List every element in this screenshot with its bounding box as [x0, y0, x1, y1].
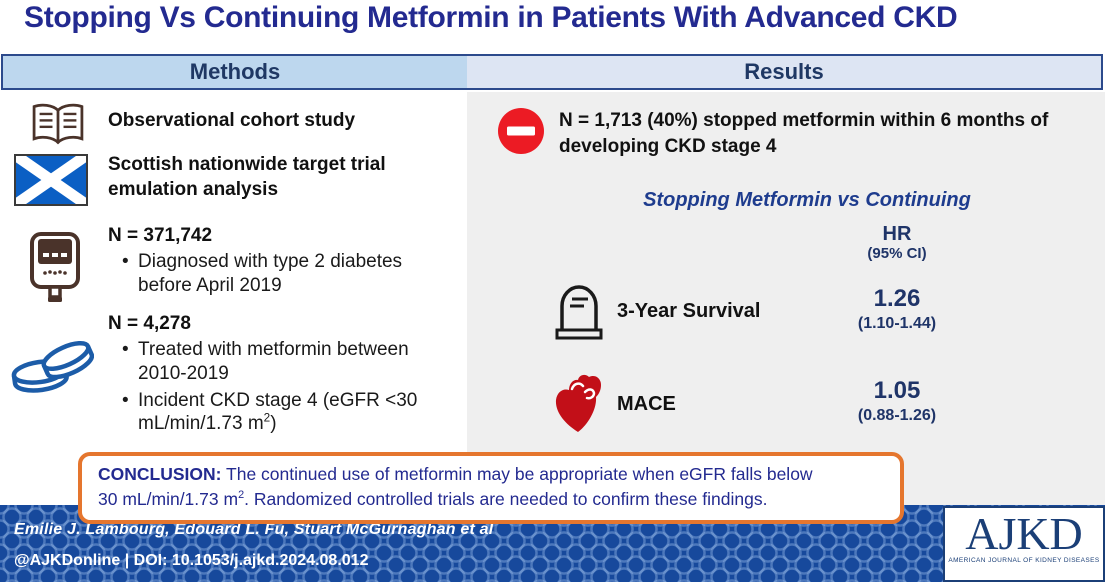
- conclusion-line1: The continued use of metformin may be ap…: [226, 464, 813, 484]
- hr-header-line2: (95% CI): [867, 245, 927, 262]
- cohort2-n: N = 4,278: [108, 313, 191, 334]
- pills-icon: [8, 332, 94, 394]
- results-panel: N = 1,713 (40%) stopped metformin within…: [467, 92, 1105, 505]
- ajkd-logo-tagline: AMERICAN JOURNAL OF KIDNEY DISEASES: [948, 557, 1100, 564]
- row1-hr: 1.26: [873, 285, 921, 312]
- authors-line: Emilie J. Lambourg, Edouard L. Fu, Stuar…: [14, 521, 494, 538]
- heart-icon: [549, 370, 607, 436]
- row2-hr: 1.05: [873, 377, 921, 404]
- conclusion-box: CONCLUSION: The continued use of metform…: [78, 452, 904, 524]
- hr-header-line1: HR: [882, 223, 912, 245]
- cohort2-bullets: Treated with metformin between 2010-2019…: [120, 338, 450, 439]
- scotland-flag-icon: [14, 154, 88, 206]
- tombstone-icon: [555, 280, 603, 344]
- conclusion-label: CONCLUSION:: [98, 464, 222, 484]
- cohort1-bullet-1: Diagnosed with type 2 diabetes before Ap…: [120, 250, 440, 298]
- row2-label: MACE: [617, 393, 676, 415]
- comparison-title: Stopping Metformin vs Continuing: [643, 189, 971, 211]
- row1-label: 3-Year Survival: [617, 300, 761, 322]
- row2-ci: (0.88-1.26): [857, 407, 937, 425]
- ajkd-logo-text: AJKD: [965, 508, 1083, 559]
- hr-column-header: HR (95% CI): [797, 223, 997, 263]
- row2-value: 1.05 (0.88-1.26): [797, 377, 997, 426]
- section-header-band: Methods Results: [1, 54, 1103, 90]
- footer-bar: Emilie J. Lambourg, Edouard L. Fu, Stuar…: [0, 505, 1105, 582]
- cohort1-bullets: Diagnosed with type 2 diabetes before Ap…: [120, 250, 440, 301]
- design-text: Scottish nationwide target trial emulati…: [108, 154, 386, 200]
- methods-section-header: Methods: [3, 56, 467, 88]
- row1-value: 1.26 (1.10-1.44): [797, 285, 997, 334]
- cohort2-bullet-1: Treated with metformin between 2010-2019: [120, 338, 450, 386]
- methods-panel: Observational cohort study Scottish nati…: [0, 92, 467, 505]
- glucose-meter-icon: [28, 231, 82, 303]
- cohort2-bullet-2: Incident CKD stage 4 (eGFR <30 mL/min/1.…: [120, 389, 450, 437]
- handle-doi-line: @AJKDonline | DOI: 10.1053/j.ajkd.2024.0…: [14, 552, 369, 569]
- no-entry-icon: [497, 107, 545, 155]
- ajkd-logo: AJKD AMERICAN JOURNAL OF KIDNEY DISEASES: [943, 506, 1105, 582]
- conclusion-line2: 30 mL/min/1.73 m: [98, 488, 239, 509]
- stopped-metformin-stat: N = 1,713 (40%) stopped metformin within…: [559, 110, 1049, 157]
- cohort1-n: N = 371,742: [108, 225, 213, 246]
- row1-ci: (1.10-1.44): [857, 315, 937, 333]
- open-book-icon: [30, 102, 86, 148]
- results-section-header: Results: [467, 56, 1101, 88]
- page-title: Stopping Vs Continuing Metformin in Pati…: [24, 1, 958, 34]
- study-type-text: Observational cohort study: [108, 110, 356, 131]
